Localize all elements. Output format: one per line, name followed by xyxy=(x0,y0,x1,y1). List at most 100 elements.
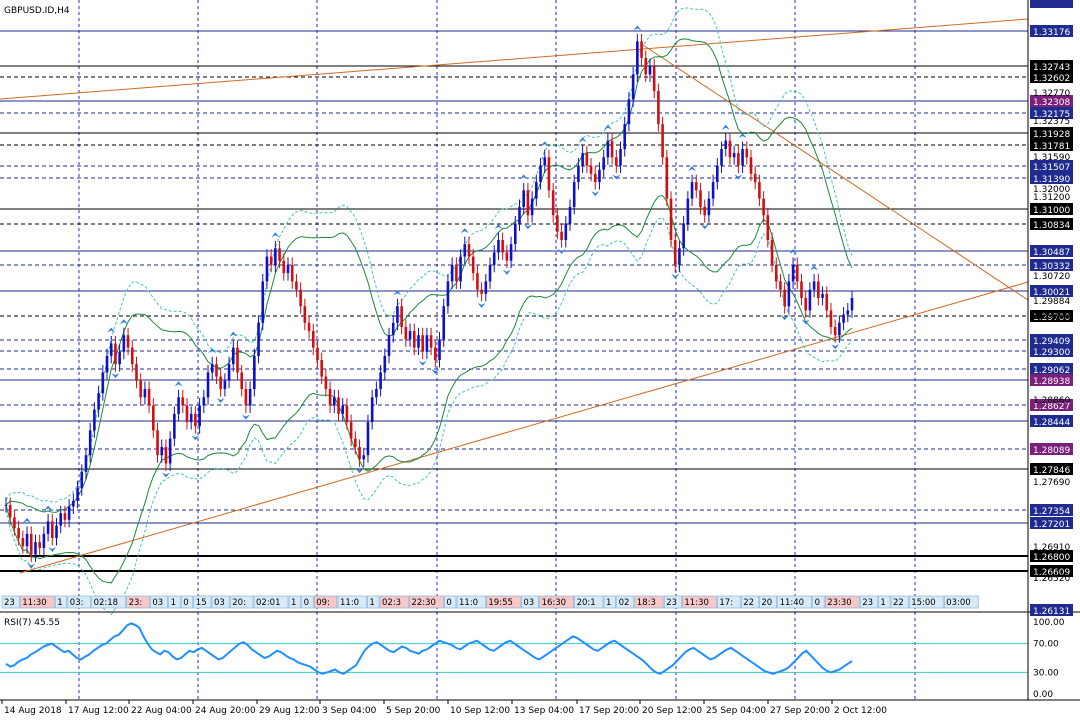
session-cell xyxy=(91,595,126,609)
price-box-label: 1.31928 xyxy=(1033,130,1070,140)
rsi-label: RSI(7) 45.55 xyxy=(4,618,60,628)
candle-body xyxy=(114,343,117,365)
candle-body xyxy=(118,351,121,365)
candle-body xyxy=(295,281,298,290)
candle-body xyxy=(76,488,79,501)
candle-body xyxy=(189,413,193,423)
candle-body xyxy=(484,281,488,294)
price-box-label: 1.26131 xyxy=(1033,607,1070,617)
price-axis-label: 1.30720 xyxy=(1033,272,1070,282)
time-axis-label: 17 Sep 20:00 xyxy=(579,706,639,716)
candle-body xyxy=(518,206,521,224)
price-axis-label: 1.32375 xyxy=(1033,117,1070,127)
candle-body xyxy=(198,405,201,427)
fractal-down-icon xyxy=(523,224,532,230)
fractal-up-icon xyxy=(738,132,747,138)
candle-body xyxy=(316,347,319,361)
candle-body xyxy=(833,326,837,336)
price-box-label: 1.31390 xyxy=(1033,175,1070,185)
session-label: 22:30 xyxy=(411,598,436,608)
price-box xyxy=(1030,218,1073,230)
fractal-up-icon xyxy=(603,124,612,130)
fractal-up-icon xyxy=(208,348,217,354)
trend-upper[interactable] xyxy=(0,18,1029,100)
candle-body xyxy=(551,190,555,216)
candle-body xyxy=(177,397,180,414)
candle-body xyxy=(703,206,706,216)
price-box-label: 1.32308 xyxy=(1033,98,1070,108)
candle-body xyxy=(560,231,563,241)
candle-body xyxy=(265,256,269,282)
session-cell xyxy=(603,595,616,609)
session-cell xyxy=(908,595,944,609)
fractal-up-icon xyxy=(721,124,730,130)
candle-body xyxy=(46,521,50,534)
trend-lines[interactable] xyxy=(0,18,1029,574)
candle-body xyxy=(194,413,197,427)
candle-body xyxy=(783,289,786,307)
session-cell xyxy=(890,595,909,609)
support-resistance-lines[interactable] xyxy=(0,30,1028,572)
session-label: 03 xyxy=(152,598,163,608)
price-box xyxy=(1030,127,1073,139)
candle-body xyxy=(699,190,702,207)
candle-body xyxy=(543,157,547,166)
price-box-label: 1.32175 xyxy=(1033,110,1070,120)
session-cell xyxy=(67,595,91,609)
session-label: 23: xyxy=(129,598,143,608)
candle-body xyxy=(585,153,589,166)
price-box-label: 1.32602 xyxy=(1033,74,1070,84)
session-label: 11:40 xyxy=(780,598,805,608)
price-box-label: 1.28627 xyxy=(1033,402,1070,412)
fractal-up-icon xyxy=(271,232,280,238)
candle-body xyxy=(463,244,467,257)
candle-body xyxy=(539,165,542,183)
fractal-up-icon xyxy=(119,319,128,325)
candle-body xyxy=(627,99,631,125)
candle-body xyxy=(564,223,568,241)
session-cell xyxy=(229,595,254,609)
session-cell xyxy=(1,595,20,609)
trend-down[interactable] xyxy=(642,44,1029,301)
session-label: 19:55 xyxy=(488,598,513,608)
candle-body xyxy=(337,397,340,414)
candle-body xyxy=(400,306,403,327)
session-label: 03 xyxy=(523,598,534,608)
session-cell xyxy=(740,595,759,609)
candle-body xyxy=(29,533,33,555)
candle-body xyxy=(509,244,513,261)
fractal-down-icon xyxy=(48,546,57,552)
candle-body xyxy=(215,364,218,377)
candle-body xyxy=(383,355,387,373)
candle-body xyxy=(766,215,770,241)
candle-body xyxy=(97,393,100,410)
candle-body xyxy=(173,413,176,439)
candle-body xyxy=(804,297,808,311)
candle-body xyxy=(724,140,728,149)
candle-body xyxy=(417,335,420,348)
candle-body xyxy=(665,157,669,199)
session-label: 23 xyxy=(4,598,15,608)
session-cell xyxy=(379,595,409,609)
price-box-label: 1.29409 xyxy=(1033,337,1070,347)
candle-body xyxy=(556,215,559,232)
session-cell xyxy=(456,595,486,609)
fractal-up-icon xyxy=(393,290,402,296)
time-axis-label: 5 Sep 20:00 xyxy=(386,706,441,716)
price-box xyxy=(1030,60,1073,72)
candle-body xyxy=(50,521,54,538)
session-cell xyxy=(824,595,860,609)
candle-body xyxy=(535,182,538,199)
candle-body xyxy=(88,430,92,456)
trend-lower[interactable] xyxy=(19,281,1029,574)
candle-body xyxy=(707,198,711,216)
candle-body xyxy=(147,389,151,406)
session-cell xyxy=(859,595,878,609)
time-axis-label: 25 Sep 04:00 xyxy=(706,706,766,716)
fractal-down-icon xyxy=(591,191,600,197)
time-axis-label: 10 Sep 12:00 xyxy=(450,706,510,716)
price-box xyxy=(1030,565,1073,577)
